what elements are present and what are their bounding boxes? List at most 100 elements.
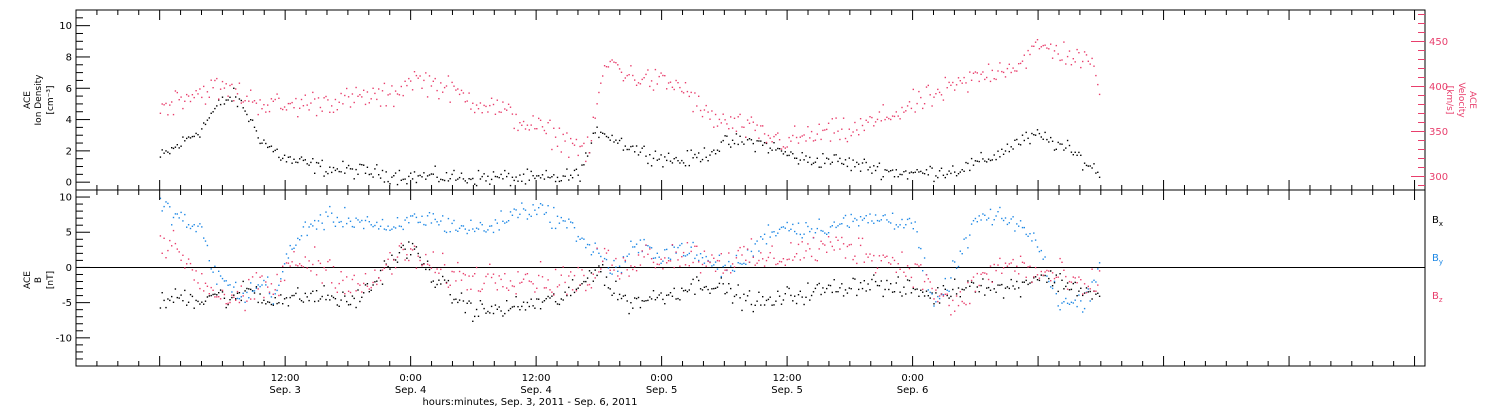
density-point bbox=[248, 120, 250, 123]
By-point bbox=[987, 217, 990, 219]
Bz-point bbox=[1033, 276, 1035, 278]
Bz-point bbox=[814, 259, 817, 261]
density-point bbox=[331, 171, 333, 174]
velocity-point bbox=[331, 105, 333, 107]
velocity-point bbox=[886, 116, 888, 118]
Bz-point bbox=[1065, 275, 1067, 278]
By-point bbox=[265, 284, 267, 286]
Bz-point bbox=[349, 291, 352, 294]
Bx-point bbox=[908, 279, 911, 282]
Bx-point bbox=[922, 291, 924, 293]
By-point bbox=[873, 222, 875, 224]
velocity-point bbox=[923, 103, 926, 105]
velocity-point bbox=[581, 145, 583, 147]
density-point bbox=[611, 134, 613, 137]
velocity-point bbox=[319, 106, 322, 109]
Bx-point bbox=[605, 276, 608, 278]
Bx-point bbox=[692, 278, 694, 281]
velocity-point bbox=[963, 76, 965, 79]
Bx-point bbox=[820, 293, 822, 296]
Bx-point bbox=[722, 283, 724, 285]
By-point bbox=[792, 223, 794, 226]
Bx-point bbox=[929, 297, 931, 299]
velocity-point bbox=[1018, 63, 1020, 65]
Bz-point bbox=[300, 265, 303, 267]
Bz-point bbox=[775, 263, 777, 266]
density-point bbox=[1080, 154, 1082, 156]
velocity-point bbox=[818, 123, 820, 125]
Bz-point bbox=[784, 264, 786, 266]
Bz-point bbox=[961, 300, 963, 303]
Bz-point bbox=[340, 271, 342, 273]
Bz-point bbox=[1093, 290, 1095, 292]
Bz-point bbox=[357, 283, 359, 285]
velocity-point bbox=[492, 103, 495, 106]
velocity-point bbox=[385, 105, 387, 107]
Bx-point bbox=[914, 288, 916, 291]
Bz-point bbox=[863, 261, 865, 263]
velocity-point bbox=[767, 134, 770, 137]
Bz-point bbox=[929, 281, 931, 283]
density-point bbox=[714, 153, 717, 155]
Bz-point bbox=[848, 244, 850, 246]
density-point bbox=[664, 156, 666, 158]
By-point bbox=[1046, 275, 1048, 277]
Bz-point bbox=[763, 265, 766, 267]
Bz-point bbox=[914, 263, 916, 265]
Bz-point bbox=[218, 296, 220, 298]
Bz-point bbox=[396, 256, 399, 258]
Bz-point bbox=[613, 269, 615, 271]
velocity-point bbox=[982, 71, 984, 73]
By-point bbox=[449, 231, 451, 233]
Bx-point bbox=[534, 307, 536, 309]
Bz-point bbox=[752, 256, 754, 258]
By-point bbox=[713, 264, 715, 266]
Bx-point bbox=[560, 298, 562, 300]
By-point bbox=[577, 235, 579, 238]
Bz-point bbox=[974, 290, 977, 293]
velocity-point bbox=[754, 129, 756, 132]
density-point bbox=[609, 139, 611, 141]
Bx-point bbox=[242, 280, 244, 283]
Bx-point bbox=[368, 291, 370, 293]
Bz-point bbox=[1083, 283, 1086, 285]
legend-bz: Bz bbox=[1432, 291, 1443, 304]
Bx-point bbox=[942, 285, 945, 287]
velocity-point bbox=[782, 146, 785, 148]
density-point bbox=[229, 96, 231, 98]
Bz-point bbox=[635, 270, 638, 272]
By-point bbox=[393, 226, 395, 228]
By-point bbox=[353, 226, 355, 228]
velocity-point bbox=[310, 102, 312, 104]
By-point bbox=[468, 229, 470, 231]
By-point bbox=[694, 257, 696, 260]
By-point bbox=[253, 290, 256, 292]
density-point bbox=[724, 135, 726, 137]
velocity-point bbox=[257, 113, 259, 116]
density-point bbox=[423, 172, 425, 174]
Bz-point bbox=[696, 245, 698, 247]
density-point bbox=[240, 99, 242, 102]
density-point bbox=[769, 147, 771, 149]
density-point bbox=[827, 158, 830, 160]
density-point bbox=[302, 159, 305, 162]
By-point bbox=[208, 260, 210, 262]
velocity-point bbox=[342, 103, 344, 105]
By-point bbox=[745, 263, 747, 265]
density-point bbox=[987, 158, 990, 160]
velocity-point bbox=[573, 144, 576, 146]
Bx-point bbox=[411, 242, 414, 245]
velocity-point bbox=[814, 139, 817, 141]
Bx-point bbox=[954, 278, 956, 280]
By-point bbox=[470, 219, 472, 221]
By-point bbox=[366, 216, 369, 218]
By-point bbox=[1031, 240, 1033, 242]
By-point bbox=[233, 286, 235, 288]
By-point bbox=[978, 215, 980, 217]
density-point bbox=[622, 149, 625, 151]
density-point bbox=[628, 148, 630, 151]
Bx-point bbox=[873, 274, 875, 276]
bottom-panel-frame bbox=[75, 189, 1426, 367]
top-left-ylabel-line1: ACE bbox=[23, 91, 33, 109]
velocity-point bbox=[906, 105, 909, 107]
